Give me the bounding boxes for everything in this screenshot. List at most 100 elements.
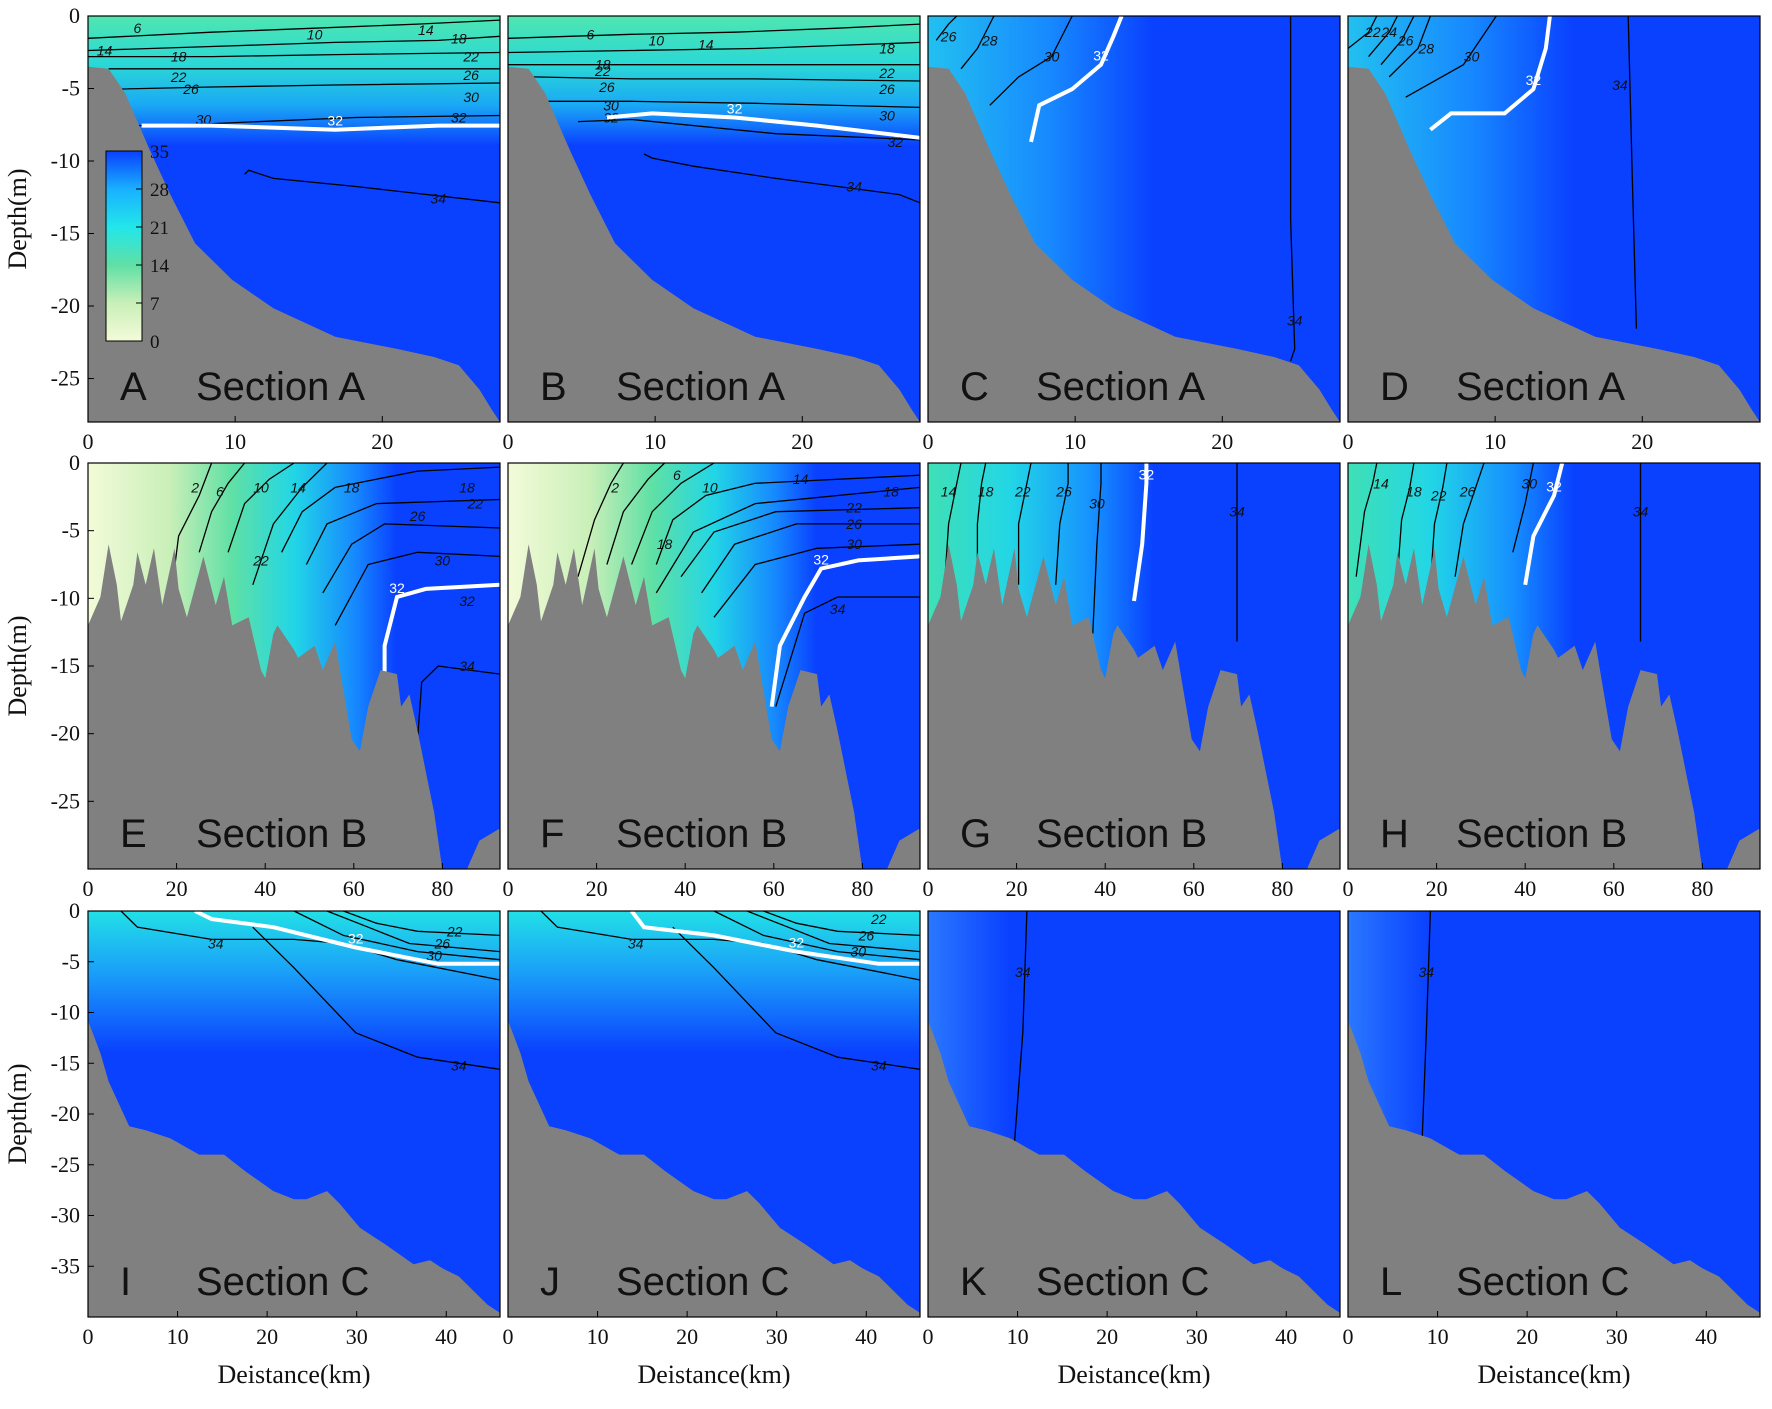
- contour-label: 30: [1521, 475, 1537, 491]
- isohaline-32-line: [630, 909, 920, 966]
- panel-section-title: Section B: [196, 812, 367, 856]
- contour-label: 22: [170, 69, 187, 85]
- x-tick-label: 20: [676, 1324, 698, 1349]
- y-tick-label: -30: [51, 1203, 80, 1228]
- colorbar-tick-label: 0: [150, 332, 160, 353]
- contour-label: 2: [610, 479, 619, 495]
- contour-line: [293, 910, 501, 961]
- contour-label: 22: [1364, 24, 1381, 40]
- contour-line: [1512, 462, 1535, 553]
- contour-line: [775, 596, 920, 707]
- x-tick-label: 40: [855, 1324, 877, 1349]
- contour-label: 34: [1015, 964, 1031, 980]
- panel-letter: B: [540, 365, 567, 409]
- contour-line: [88, 51, 501, 58]
- contour-label: 18: [451, 30, 467, 46]
- x-tick-label: 80: [1691, 876, 1713, 901]
- contour-label: 26: [434, 935, 451, 951]
- contour-line: [1017, 462, 1032, 585]
- isohaline-32-line: [1132, 463, 1149, 602]
- contour-label: 34: [208, 935, 224, 951]
- contour-label: 22: [870, 911, 887, 927]
- y-tick-label: 0: [69, 898, 80, 923]
- contour-label: 22: [1014, 483, 1031, 499]
- panel-frame: [507, 910, 921, 1318]
- contour-label: 34: [1287, 313, 1303, 329]
- contour-label-32: 32: [1139, 466, 1155, 482]
- x-tick-label: 10: [167, 1324, 189, 1349]
- panel-c: 26 28 30 34 32 C Section A 0 10 20: [923, 15, 1341, 454]
- y-tick-label: -15: [51, 1050, 80, 1075]
- y-axis-label: Depth(m): [3, 615, 32, 716]
- seabed: [88, 1020, 500, 1317]
- y-axis-label: Depth(m): [3, 1063, 32, 1164]
- panel-frame: [87, 15, 501, 423]
- panel-section-title: Section A: [196, 365, 365, 409]
- contour-line: [1013, 910, 1028, 1143]
- contour-line: [1627, 15, 1638, 329]
- contour-label: 10: [702, 479, 718, 495]
- contour-label-32: 32: [813, 552, 829, 568]
- contour-label: 26: [409, 508, 426, 524]
- panel-section-title: Section B: [1036, 812, 1207, 856]
- panel-frame: [927, 910, 1341, 1318]
- contour-label: 22: [252, 552, 269, 568]
- x-axis-label: Deistance(km): [637, 1360, 790, 1389]
- seabed: [1348, 1020, 1760, 1317]
- isohaline-32-line: [1429, 15, 1552, 132]
- x-tick-label: 20: [1006, 876, 1028, 901]
- contour-label: 18: [344, 479, 360, 495]
- contour-line: [532, 76, 921, 82]
- contour-label: 28: [1417, 40, 1434, 56]
- contour-line: [606, 462, 666, 565]
- isohaline-32-line: [1029, 15, 1124, 143]
- x-tick-label: 20: [1631, 429, 1653, 454]
- contour-label: 26: [182, 81, 199, 97]
- contour-line: [701, 523, 920, 594]
- colorbar-tick-label: 21: [150, 218, 169, 239]
- contour-label: 10: [253, 479, 269, 495]
- seabed: [88, 544, 500, 869]
- axis-labels-layer: Depth(m) Depth(m) Depth(m) Deistance(km) Dei…: [3, 142, 1631, 1389]
- y-tick-label: -15: [51, 221, 80, 246]
- x-tick-label: 0: [83, 429, 94, 454]
- colorbar-tick-label: 14: [150, 256, 170, 277]
- contour-label: 28: [981, 32, 998, 48]
- contour-line: [763, 910, 921, 937]
- x-axis-label: Deistance(km): [1477, 1360, 1630, 1389]
- contour-label: 6: [673, 467, 681, 483]
- contour-label: 14: [941, 483, 957, 499]
- x-tick-label: 10: [644, 429, 666, 454]
- contour-line: [252, 926, 501, 1070]
- contour-line: [507, 41, 921, 54]
- contour-label: 30: [463, 89, 479, 105]
- x-tick-label: 30: [1186, 1324, 1208, 1349]
- contour-line: [1355, 462, 1378, 577]
- contour-line: [1055, 463, 1069, 585]
- seabed: [1348, 544, 1760, 869]
- isohaline-32-line: [769, 554, 921, 707]
- contour-line: [680, 507, 921, 578]
- contour-label: 34: [871, 1057, 887, 1073]
- panel-frame: [927, 462, 1341, 870]
- y-tick-label: 0: [69, 3, 80, 28]
- y-tick-label: -25: [51, 788, 80, 813]
- panel-frame: [1347, 910, 1761, 1318]
- contour-label: 30: [1089, 496, 1105, 512]
- x-tick-label: 10: [1064, 429, 1086, 454]
- x-tick-label: 10: [1007, 1324, 1029, 1349]
- isohaline-32-line: [194, 909, 500, 966]
- x-tick-label: 20: [791, 429, 813, 454]
- panel-frame: [507, 15, 921, 423]
- x-tick-label: 60: [1183, 876, 1205, 901]
- seabed: [88, 66, 500, 423]
- contour-label: 30: [196, 112, 212, 128]
- contour-line: [577, 118, 921, 141]
- x-tick-label: 20: [166, 876, 188, 901]
- contour-label: 30: [603, 97, 619, 113]
- panel-frame: [1347, 462, 1761, 870]
